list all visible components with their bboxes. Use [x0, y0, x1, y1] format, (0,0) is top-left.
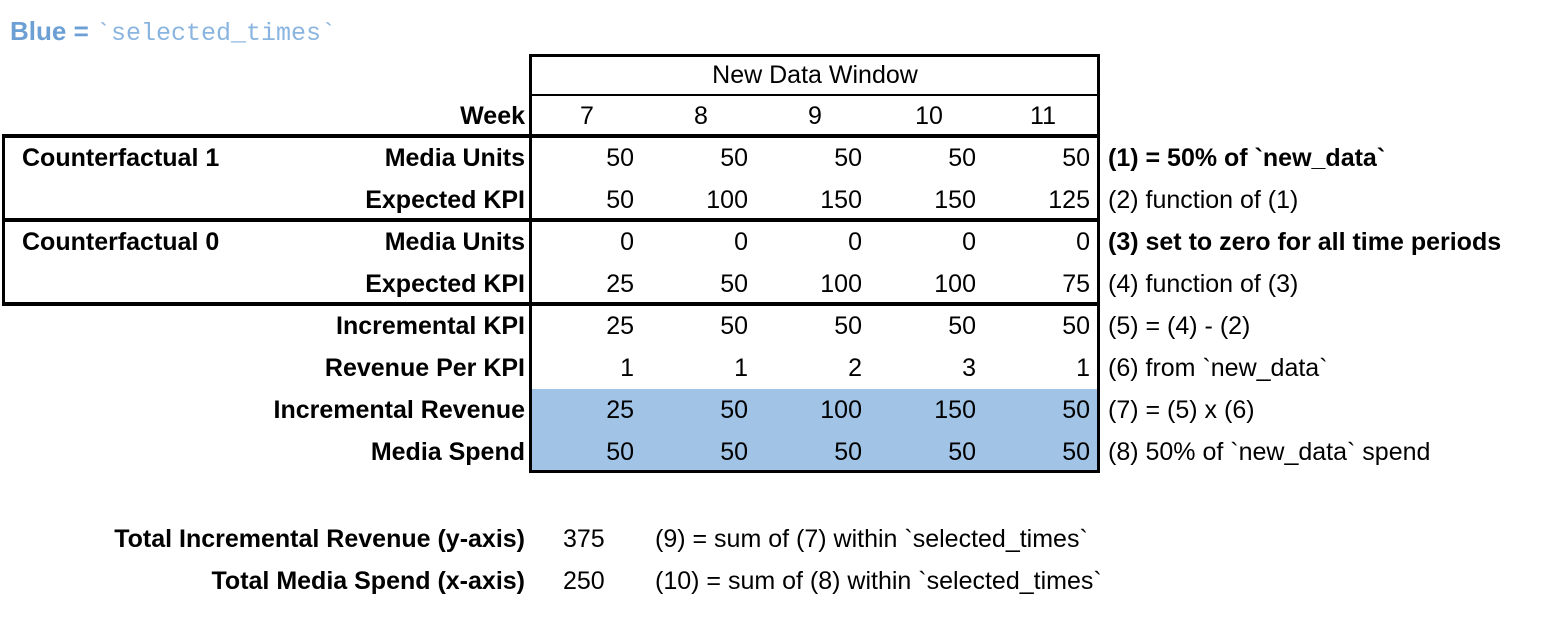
cell-value: 0 — [1076, 228, 1090, 256]
cell-value-highlighted: 50 — [948, 438, 976, 466]
cell-value: 0 — [620, 228, 634, 256]
cell-value: 50 — [834, 312, 862, 340]
week-number: 11 — [1030, 102, 1056, 130]
annotation-9: (9) = sum of (7) within `selected_times` — [655, 525, 1088, 553]
cell-value: 0 — [734, 228, 748, 256]
legend-title-code: `selected_times` — [95, 19, 337, 48]
cell-value: 0 — [962, 228, 976, 256]
table-border-bottom — [529, 470, 1100, 473]
cell-value: 1 — [734, 354, 748, 382]
cell-value: 50 — [606, 144, 634, 172]
week-row-label: Week — [460, 102, 525, 130]
week-number: 7 — [580, 102, 594, 130]
total-media-spend-value: 250 — [563, 567, 605, 595]
cell-value: 50 — [1062, 144, 1090, 172]
total-incremental-revenue-label: Total Incremental Revenue (y-axis) — [114, 525, 525, 553]
cell-value: 50 — [720, 144, 748, 172]
week-number: 10 — [915, 102, 943, 130]
total-media-spend-label: Total Media Spend (x-axis) — [211, 567, 525, 595]
annotation-6: (6) from `new_data` — [1108, 354, 1328, 382]
cell-value: 100 — [934, 270, 976, 298]
table-border-left — [529, 54, 532, 473]
cell-value-highlighted: 50 — [1062, 438, 1090, 466]
cell-value: 50 — [834, 144, 862, 172]
table-border-right — [1097, 54, 1100, 473]
legend-title: Blue = `selected_times` — [10, 16, 336, 48]
new-data-window-header: New Data Window — [712, 61, 918, 89]
cell-value: 2 — [848, 354, 862, 382]
cell-value: 3 — [962, 354, 976, 382]
cell-value-highlighted: 50 — [720, 396, 748, 424]
cell-value: 25 — [606, 270, 634, 298]
total-incremental-revenue-value: 375 — [563, 525, 605, 553]
cell-value: 50 — [948, 312, 976, 340]
cell-value: 125 — [1048, 186, 1090, 214]
annotation-10: (10) = sum of (8) within `selected_times… — [655, 567, 1102, 595]
cell-value: 1 — [1076, 354, 1090, 382]
row-label: Media Units — [384, 228, 525, 256]
row-label: Incremental Revenue — [273, 396, 526, 424]
annotation-7: (7) = (5) x (6) — [1108, 396, 1255, 424]
annotation-1: (1) = 50% of `new_data` — [1108, 144, 1386, 172]
cell-value-highlighted: 150 — [934, 396, 976, 424]
row-label: Media Spend — [370, 438, 525, 466]
row-label: Incremental KPI — [336, 312, 525, 340]
annotation-4: (4) function of (3) — [1108, 270, 1299, 298]
cell-value: 50 — [720, 270, 748, 298]
cell-value: 50 — [720, 312, 748, 340]
cell-value: 100 — [820, 270, 862, 298]
row-label: Media Units — [384, 144, 525, 172]
cell-value: 100 — [706, 186, 748, 214]
annotation-2: (2) function of (1) — [1108, 186, 1299, 214]
table-border-header-underline — [529, 94, 1100, 96]
week-number: 9 — [808, 102, 822, 130]
row-label: Expected KPI — [365, 186, 525, 214]
legend-title-text: Blue = — [10, 16, 96, 46]
cell-value-highlighted: 25 — [606, 396, 634, 424]
cell-value: 50 — [606, 186, 634, 214]
cell-value: 25 — [606, 312, 634, 340]
selected-times-highlight — [532, 389, 1097, 471]
table-border-counterfactual0-top — [2, 218, 1100, 222]
group-label-counterfactual-1: Counterfactual 1 — [22, 144, 220, 172]
cell-value: 1 — [620, 354, 634, 382]
row-label: Expected KPI — [365, 270, 525, 298]
cell-value-highlighted: 50 — [720, 438, 748, 466]
cell-value-highlighted: 100 — [820, 396, 862, 424]
cell-value: 50 — [948, 144, 976, 172]
cell-value: 150 — [934, 186, 976, 214]
cell-value-highlighted: 50 — [606, 438, 634, 466]
annotation-8: (8) 50% of `new_data` spend — [1108, 438, 1431, 466]
cell-value: 0 — [848, 228, 862, 256]
counterfactual-box-left-border — [2, 134, 5, 306]
annotation-5: (5) = (4) - (2) — [1108, 312, 1251, 340]
row-label: Revenue Per KPI — [324, 354, 525, 382]
annotation-3: (3) set to zero for all time periods — [1108, 228, 1502, 256]
group-label-counterfactual-0: Counterfactual 0 — [22, 228, 220, 256]
table-border-top — [529, 54, 1100, 57]
cell-value: 150 — [820, 186, 862, 214]
cell-value: 75 — [1062, 270, 1090, 298]
table-border-counterfactual1-top — [2, 134, 1100, 138]
table-border-counterfactual0-bottom — [2, 302, 1100, 306]
cell-value-highlighted: 50 — [834, 438, 862, 466]
week-number: 8 — [694, 102, 708, 130]
cell-value: 50 — [1062, 312, 1090, 340]
cell-value-highlighted: 50 — [1062, 396, 1090, 424]
